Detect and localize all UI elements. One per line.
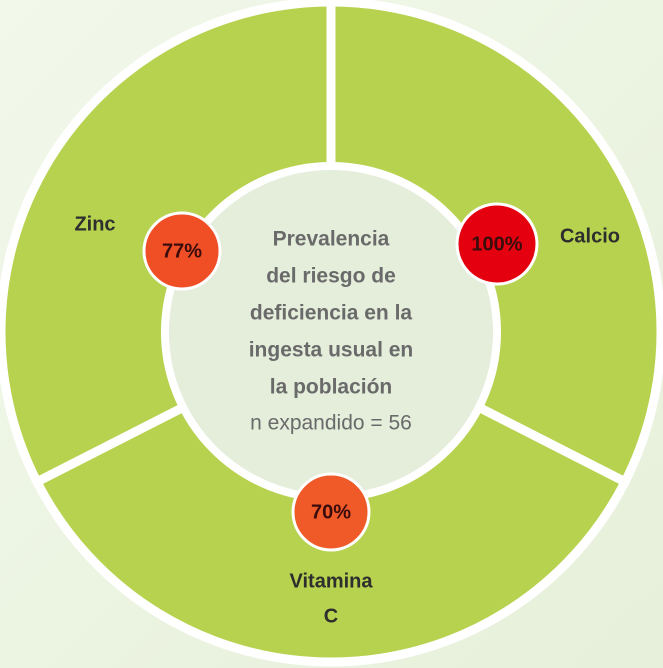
center-note: n expandido = 56 xyxy=(250,412,412,435)
segment-label: Vitamina xyxy=(290,570,374,592)
center-title: del riesgo de xyxy=(266,265,396,288)
center-circle xyxy=(161,162,501,502)
badge-circle xyxy=(455,202,539,286)
center-title: ingesta usual en xyxy=(249,339,414,362)
badge-text: 77% xyxy=(162,240,202,262)
segment-label: Calcio xyxy=(560,225,620,247)
badge-circle xyxy=(142,211,222,291)
segment-label: Zinc xyxy=(74,213,115,235)
labels: Calcio 100% Vitamina C 70% Zinc 77% Prevalencia… xyxy=(74,202,620,627)
center-title: Prevalencia xyxy=(273,228,390,251)
center-title: la población xyxy=(270,376,393,399)
badge-text: 100% xyxy=(471,233,522,255)
center-title: deficiencia en la xyxy=(250,302,413,325)
segment-label: C xyxy=(324,605,338,627)
badge-text: 70% xyxy=(311,501,351,523)
badge-circle xyxy=(291,472,371,552)
